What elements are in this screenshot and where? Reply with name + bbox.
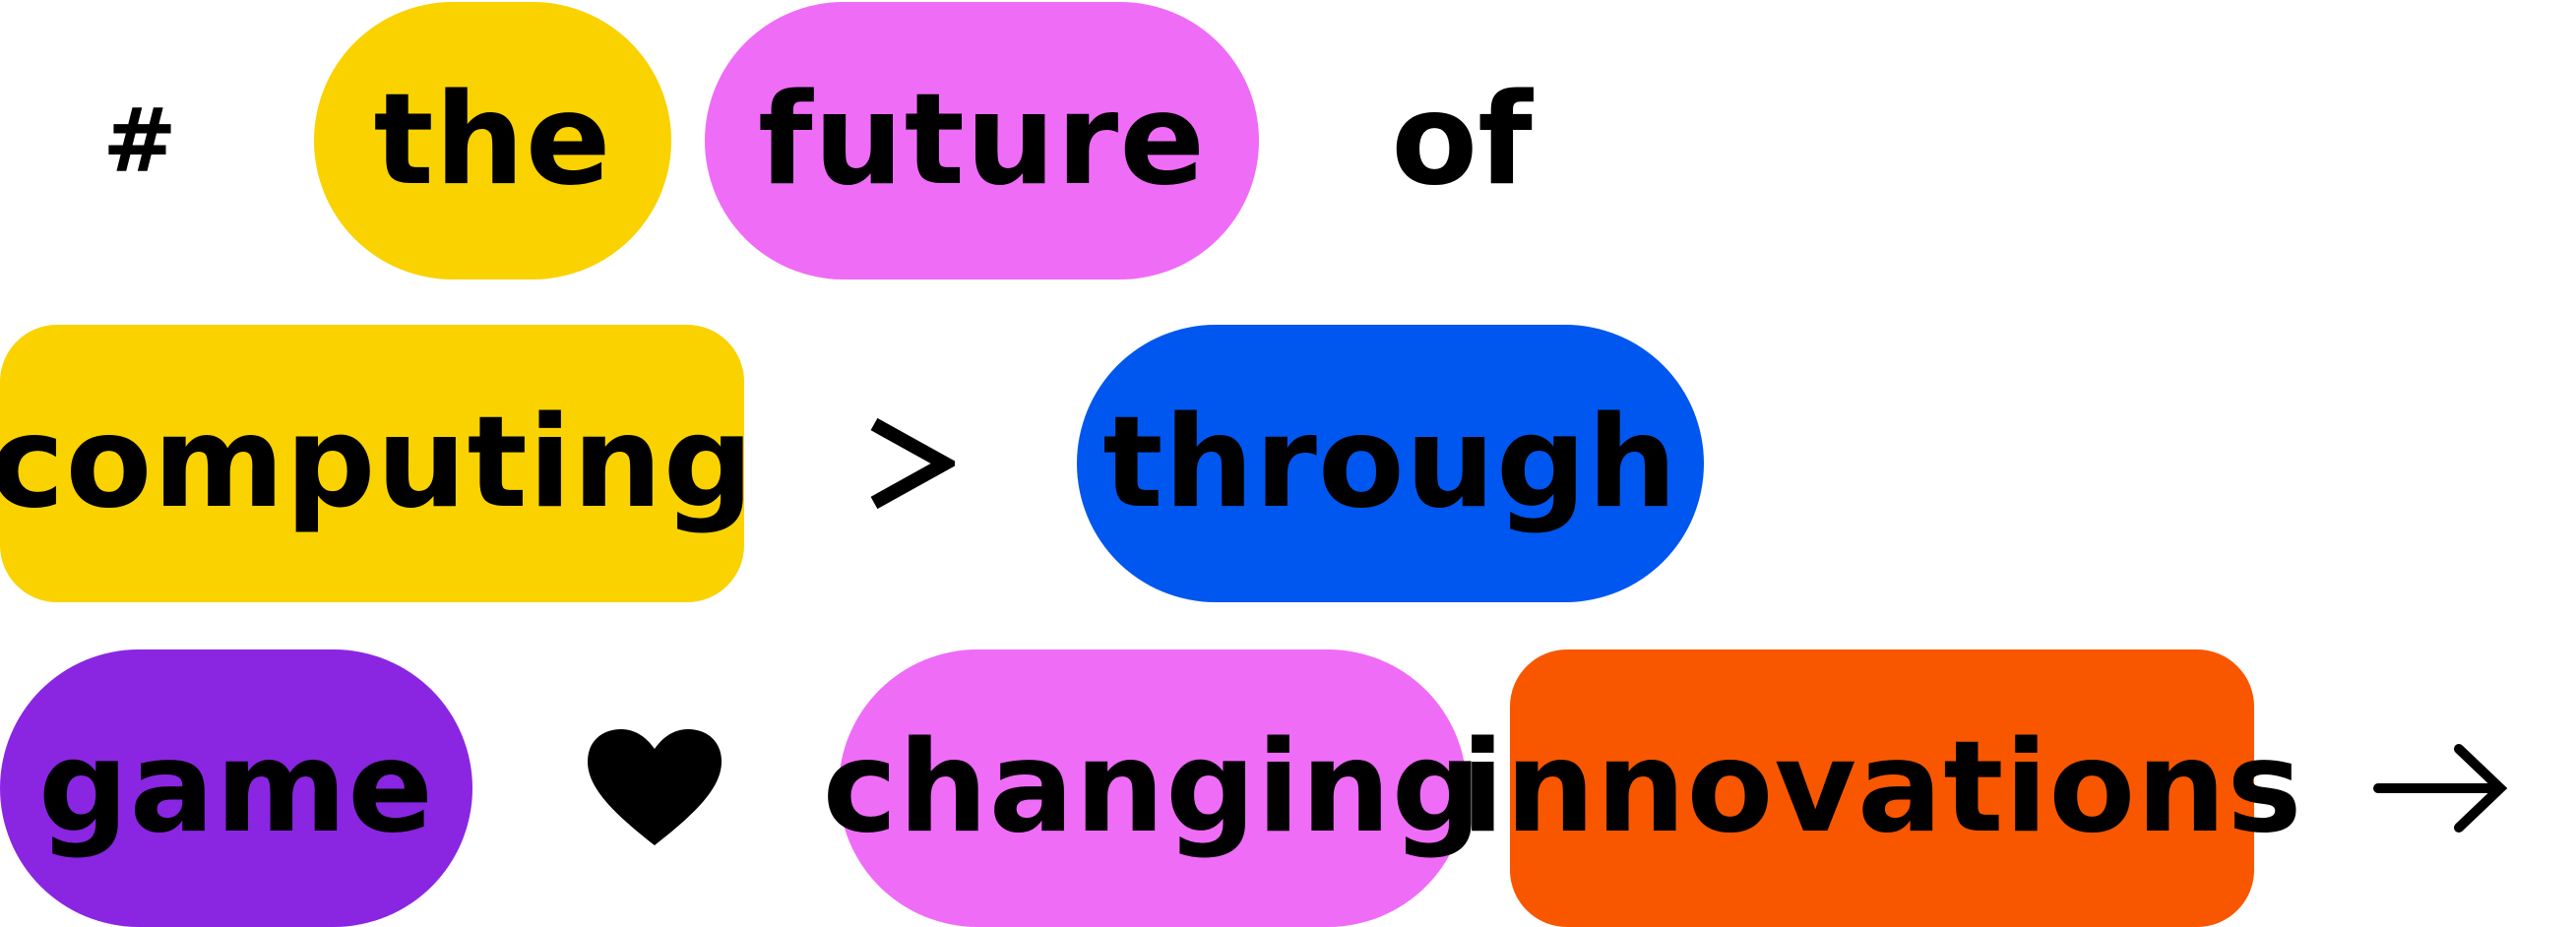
greater-than-icon — [870, 417, 955, 510]
chip-future: future — [705, 2, 1259, 279]
chip-computing: computing — [0, 325, 753, 602]
chip-through: through — [1077, 325, 1704, 602]
greater-than-symbol — [856, 325, 965, 602]
chip-innovations: innovations — [1461, 649, 2302, 927]
chip-game: game — [0, 649, 472, 927]
heart-icon — [581, 649, 728, 927]
word-of: of — [1391, 67, 1533, 214]
chip-changing: changing — [823, 649, 1481, 927]
arrow-right-icon — [2367, 649, 2515, 927]
hash-symbol: # — [102, 89, 177, 193]
chip-the: the — [314, 2, 671, 279]
